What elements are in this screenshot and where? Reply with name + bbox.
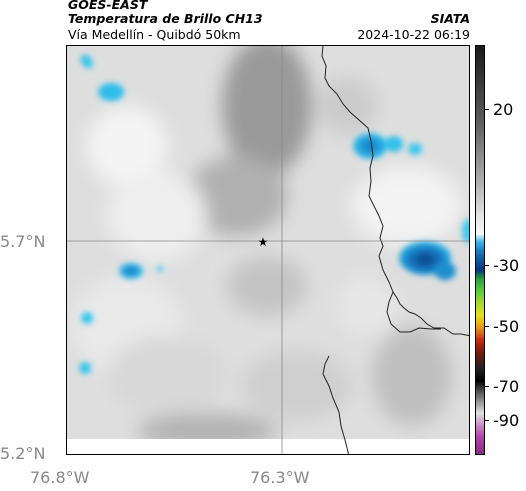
product-title: Temperatura de Brillo CH13 xyxy=(68,11,263,26)
lat-label-5.7: 5.7°N xyxy=(0,232,46,251)
colorbar-tick xyxy=(485,109,489,110)
colorbar-label-minus30: -30 xyxy=(493,256,520,275)
region-subtitle: Vía Medellín - Quibdó 50km xyxy=(68,27,241,42)
satellite-map[interactable]: ★ xyxy=(66,45,470,455)
colorbar-tick xyxy=(485,386,489,387)
colorbar-label-minus70: -70 xyxy=(493,377,520,396)
colorbar-tick xyxy=(485,420,489,421)
lon-label-76.3: 76.3°W xyxy=(250,468,310,487)
star-marker: ★ xyxy=(258,235,269,249)
crosshair xyxy=(67,46,469,454)
colorbar-tick xyxy=(485,326,489,327)
colorbar-label-20: 20 xyxy=(493,100,514,119)
organization-label: SIATA xyxy=(430,11,470,26)
satellite-name: GOES-EAST xyxy=(68,0,148,12)
colorbar-label-minus50: -50 xyxy=(493,317,520,336)
timestamp: 2024-10-22 06:19 xyxy=(357,27,470,42)
border-lines xyxy=(321,46,469,454)
cloud-texture xyxy=(67,46,469,454)
cold-cloud-tops xyxy=(79,54,469,374)
lon-label-76.8: 76.8°W xyxy=(30,468,90,487)
map-canvas: ★ xyxy=(67,46,469,454)
colorbar xyxy=(475,45,485,455)
colorbar-tick xyxy=(485,265,489,266)
colorbar-label-minus90: -90 xyxy=(493,411,520,430)
lat-label-5.2: 5.2°N xyxy=(0,444,46,463)
